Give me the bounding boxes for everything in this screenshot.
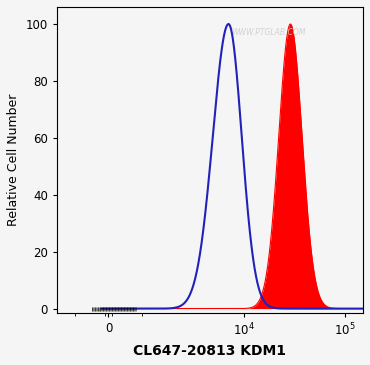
Text: WWW.PTGLAB.COM: WWW.PTGLAB.COM (231, 28, 306, 37)
X-axis label: CL647-20813 KDM1: CL647-20813 KDM1 (134, 344, 286, 358)
Y-axis label: Relative Cell Number: Relative Cell Number (7, 94, 20, 226)
